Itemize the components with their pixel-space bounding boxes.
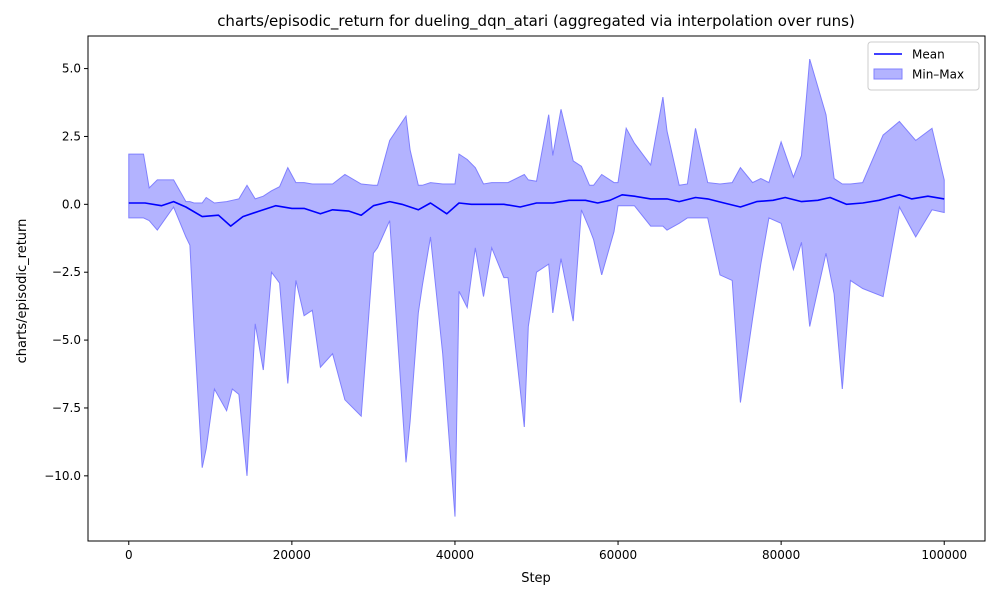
y-tick-label: −2.5 [52,265,81,279]
legend-band-label: Min–Max [912,68,964,82]
x-axis-label: Step [521,571,551,586]
axes: 0 20000 40000 60000 80000 100000 5.0 2.5 0.0 −2.5… [44,35,986,562]
legend-band-swatch [873,68,903,80]
x-tick-label: 40000 [436,548,474,562]
x-tick-label: 60000 [599,548,637,562]
y-tick-label: 2.5 [62,129,81,143]
y-tick-label: −7.5 [52,401,81,415]
min-max-band [128,58,945,517]
y-tick-label: −10.0 [44,469,81,483]
plot-frame [87,35,986,542]
mean-line [128,194,945,227]
y-tick-label: −5.0 [52,333,81,347]
y-tick-label: 5.0 [62,62,81,76]
x-tick-label: 20000 [273,548,311,562]
y-axis-label: charts/episodic_return [15,219,30,364]
legend-mean-label: Mean [912,48,945,62]
legend: Mean Min–Max [867,41,980,91]
chart-title: charts/episodic_return for dueling_dqn_a… [217,12,855,31]
plot-area [128,58,945,517]
x-tick-label: 0 [125,548,133,562]
x-tick-label: 80000 [762,548,800,562]
y-tick-label: 0.0 [62,197,81,211]
x-tick-label: 100000 [921,548,967,562]
